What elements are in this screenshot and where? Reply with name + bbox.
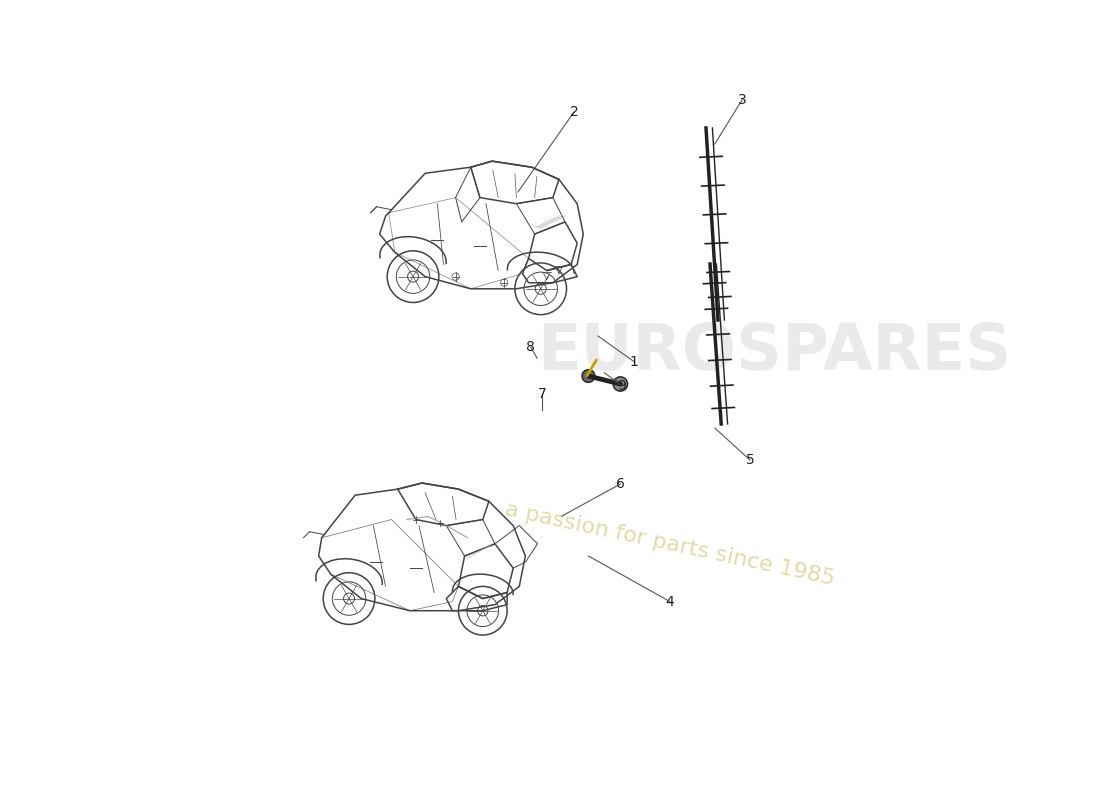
Text: a passion for parts since 1985: a passion for parts since 1985 (503, 499, 837, 589)
Text: EUROSPARES: EUROSPARES (537, 321, 1011, 383)
Text: 4: 4 (666, 594, 674, 609)
Text: 6: 6 (616, 477, 625, 491)
Text: 7: 7 (538, 386, 547, 401)
Circle shape (582, 370, 595, 382)
Text: 5: 5 (746, 453, 755, 467)
Text: 3: 3 (738, 93, 747, 107)
Circle shape (613, 377, 628, 391)
Text: 2: 2 (570, 105, 579, 119)
Text: 9: 9 (617, 378, 626, 393)
Text: 8: 8 (527, 340, 536, 354)
Text: 1: 1 (629, 354, 638, 369)
